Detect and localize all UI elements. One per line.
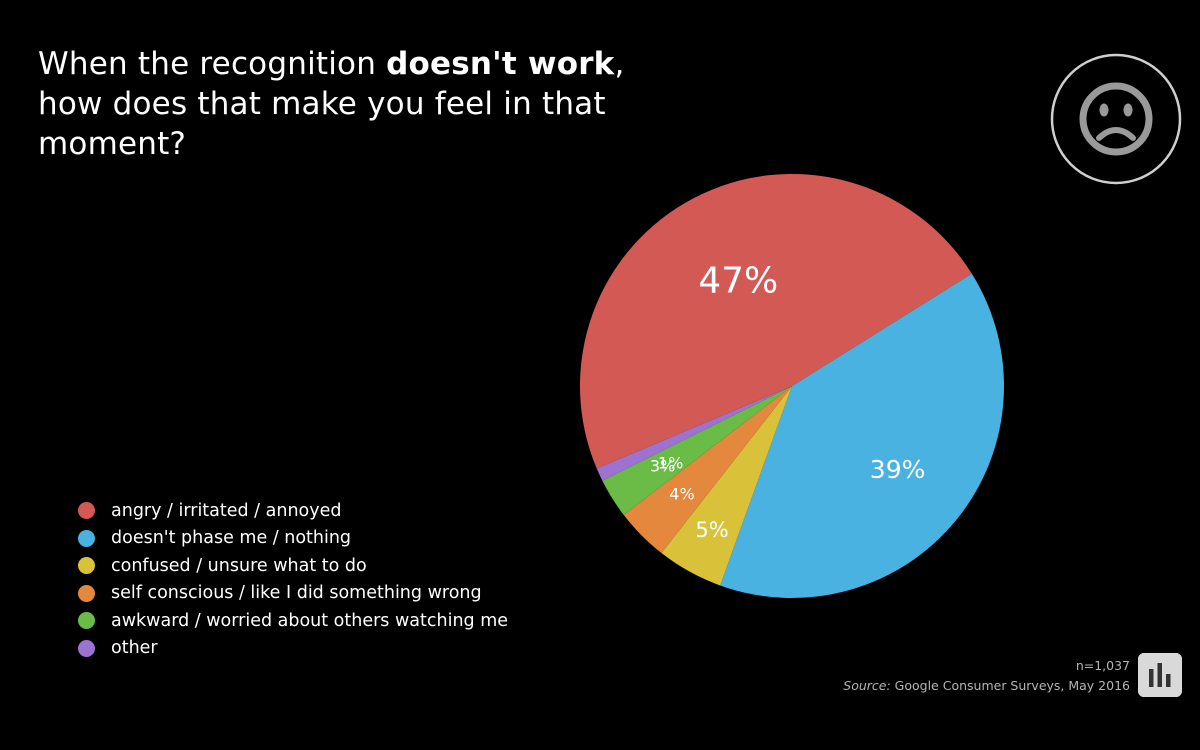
legend-item-other: other: [78, 635, 508, 663]
pie-slices: [579, 173, 1005, 598]
legend-swatch: [78, 612, 95, 630]
sad-face-icon: [1050, 53, 1182, 185]
chart-footer: n=1,037 Source: Google Consumer Surveys,…: [843, 656, 1130, 696]
sample-size: n=1,037: [1075, 658, 1130, 673]
legend-label: confused / unsure what to do: [111, 555, 367, 576]
pie-slice-doesn-t-phase-me-nothing: [720, 273, 1005, 598]
legend-label: self conscious / like I did something wr…: [111, 583, 482, 604]
bar-chart-logo-icon: [1138, 653, 1182, 697]
legend-swatch: [78, 639, 95, 657]
legend-label: awkward / worried about others watching …: [111, 610, 509, 631]
legend-item-doesn-t-phase-me-nothing: doesn't phase me / nothing: [78, 525, 508, 553]
pie-slice-labels: 39% 5%4% 3%1% 47%: [650, 261, 925, 542]
title-text-after: , how does that make you feel in that mo…: [38, 46, 625, 162]
source-label: Source:: [843, 678, 891, 693]
source-text: Google Consumer Surveys, May 2016: [890, 678, 1130, 693]
pie-label-other: 1%: [658, 453, 683, 472]
title-text-before: When the recognition: [38, 46, 387, 82]
pie-label-self-conscious-like-i-did-something-wrong: 4%: [669, 484, 694, 503]
legend-swatch: [78, 529, 95, 547]
pie-slice-confused-unsure-what-to-do: [661, 386, 792, 586]
pie-label-angry-irritated-annoyed: 47%: [698, 261, 778, 302]
title-text-bold: doesn't work: [386, 46, 615, 82]
source-line: Source: Google Consumer Surveys, May 201…: [843, 676, 1130, 696]
pie-slice-angry-irritated-annoyed: [579, 173, 972, 469]
legend-swatch: [78, 557, 95, 575]
pie-slice-other: [596, 386, 792, 481]
legend-label: doesn't phase me / nothing: [111, 528, 352, 549]
pie-slice-self-conscious-like-i-did-something-wrong: [623, 386, 792, 554]
legend-item-awkward-worried-about-others-watching-me: awkward / worried about others watching …: [78, 607, 508, 635]
legend-item-angry-irritated-annoyed: angry / irritated / annoyed: [78, 497, 508, 525]
pie-label-confused-unsure-what-to-do: 5%: [695, 518, 728, 542]
chart-title: When the recognition doesn't work, how d…: [38, 44, 698, 164]
pie-label-awkward-worried-about-others-watching-me: 3%: [650, 456, 675, 475]
pie-label-doesn-t-phase-me-nothing: 39%: [870, 455, 926, 484]
legend-swatch: [78, 584, 95, 602]
legend-label: other: [111, 638, 158, 659]
pie-slice-awkward-worried-about-others-watching-me: [602, 386, 792, 515]
legend-item-self-conscious-like-i-did-something-wrong: self conscious / like I did something wr…: [78, 580, 508, 608]
legend-swatch: [78, 502, 95, 520]
legend-label: angry / irritated / annoyed: [111, 500, 342, 521]
chart-legend: angry / irritated / annoyed doesn't phase…: [78, 497, 508, 662]
legend-item-confused-unsure-what-to-do: confused / unsure what to do: [78, 552, 508, 580]
